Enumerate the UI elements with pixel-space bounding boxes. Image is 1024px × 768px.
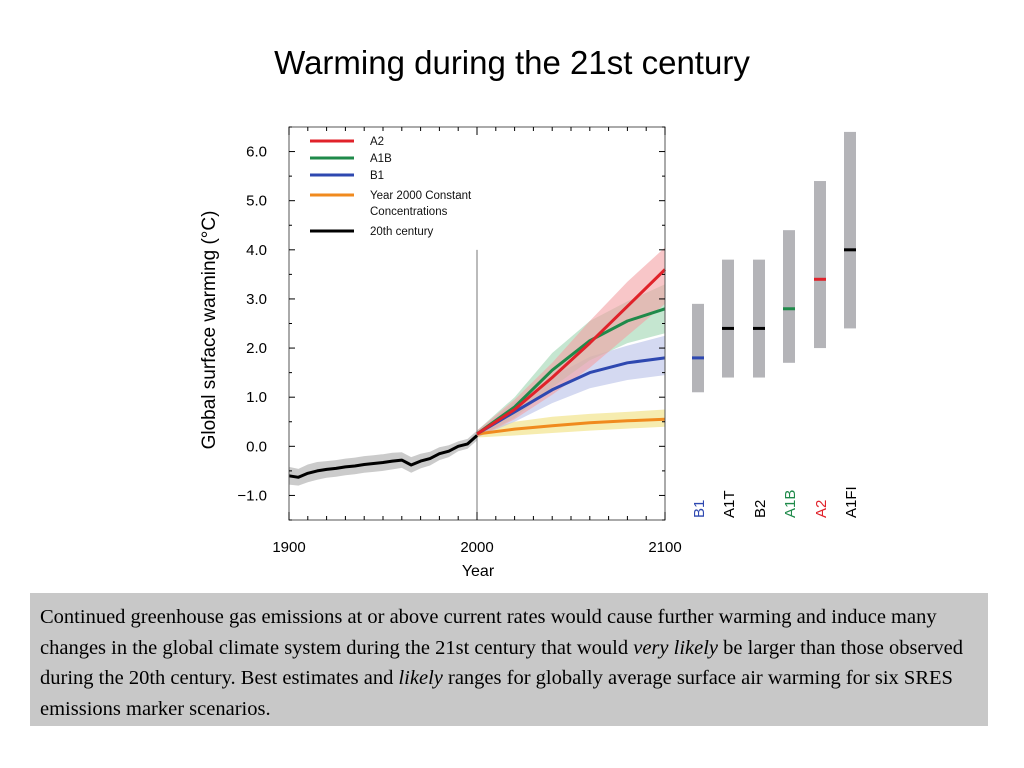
range-bar-a1fi	[844, 131, 856, 329]
warming-chart: −1.0 0.0 1.0 2.0 3.0 4.0 5.0 6.0 1900 2000 2100 A2…	[199, 126, 860, 580]
caption-text-1: Continued greenhouse gas emissions at or…	[40, 606, 937, 659]
scenario-label-a1t: A1T	[721, 490, 738, 518]
x-tick-label: 2100	[648, 539, 681, 556]
y-tick-label: 1.0	[246, 389, 267, 406]
y-tick-label: 3.0	[246, 291, 267, 308]
legend-label: B1	[370, 170, 384, 182]
legend-label-line2: Concentrations	[370, 206, 448, 218]
line-a1b	[476, 307, 666, 436]
range-bar-b1	[692, 303, 704, 393]
caption-text-2: be larger than those observed during the…	[40, 636, 964, 690]
y-tick-label: −1.0	[237, 487, 267, 504]
legend-label: A2	[370, 136, 384, 148]
caption-emphasis-1: very likely	[633, 636, 719, 659]
caption-text-3: ranges for globally average surface air …	[40, 667, 953, 720]
band-a2	[477, 247, 665, 438]
y-axis-label: Global surface warming (°C)	[199, 211, 220, 450]
scenario-label-b2: B2	[752, 500, 769, 518]
scenario-label-b1: B1	[691, 500, 708, 518]
series-lines	[288, 268, 667, 479]
scenario-label-a2: A2	[813, 500, 830, 518]
y-tick-label: 6.0	[246, 144, 267, 161]
y-tick-label: 0.0	[246, 438, 267, 455]
y-tick-label: 4.0	[246, 242, 267, 259]
legend-label: A1B	[370, 153, 392, 165]
scenario-label-a1fi: A1FI	[843, 486, 860, 518]
range-bar-a1b	[783, 230, 795, 363]
range-bar-a2	[814, 181, 826, 349]
legend-label: 20th century	[370, 226, 434, 238]
line-20th-century	[288, 434, 478, 479]
y-tick-label: 5.0	[246, 193, 267, 210]
x-tick-label: 1900	[272, 539, 305, 556]
caption-box: Continued greenhouse gas emissions at or…	[30, 593, 988, 726]
scenario-label-a1b: A1B	[782, 490, 799, 518]
axis-ticks: −1.0 0.0 1.0 2.0 3.0 4.0 5.0 6.0 1900 2000 2100	[237, 126, 682, 556]
x-tick-label: 2000	[460, 539, 493, 556]
legend-label: Year 2000 Constant	[370, 190, 472, 202]
x-axis-label: Year	[462, 563, 495, 580]
caption-emphasis-2: likely	[398, 667, 443, 689]
band-20th-century	[289, 430, 477, 486]
line-year-2000-constant-concentrations	[476, 417, 666, 436]
line-a2	[476, 268, 667, 436]
legend: A2 A1B B1 Year 2000 Constant Concentrations 2…	[310, 136, 472, 238]
scenario-range-bars: B1 A1T B2 A1B A2 A1FI	[691, 131, 860, 518]
range-bar-a1t	[722, 259, 734, 378]
slide-title: Warming during the 21st century	[274, 44, 750, 81]
y-tick-label: 2.0	[246, 340, 267, 357]
line-b1	[476, 356, 666, 436]
range-bar-b2	[753, 259, 765, 378]
